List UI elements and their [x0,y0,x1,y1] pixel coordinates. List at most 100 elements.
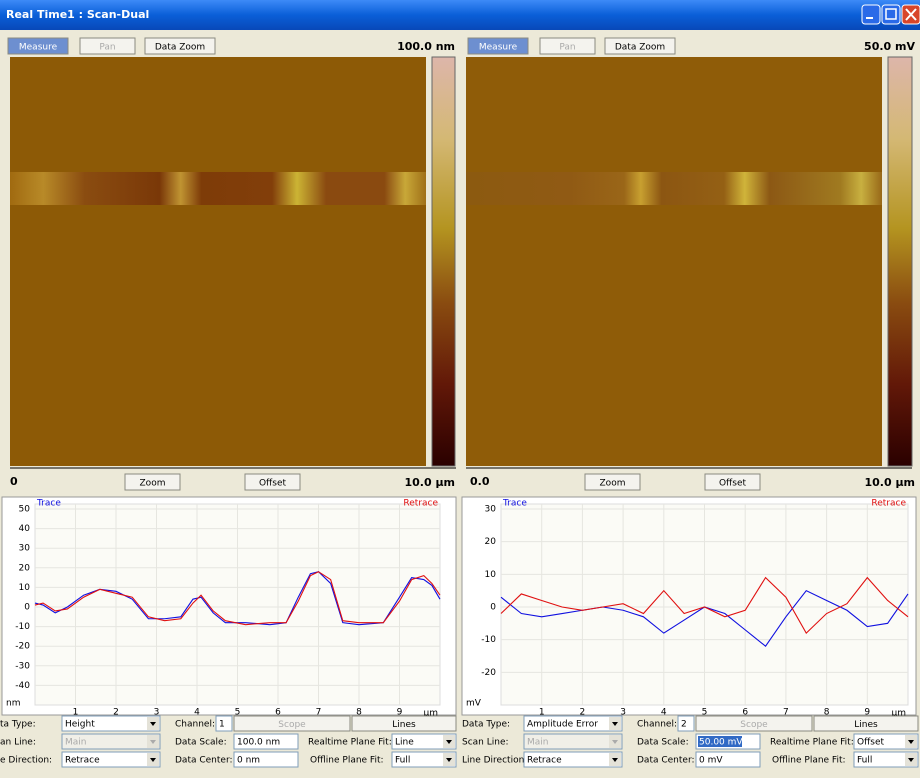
lines-button-label: Lines [854,720,878,730]
series-label: Retrace [403,499,438,509]
y-tick-label: 10 [485,570,497,580]
offset-button[interactable] [244,473,301,491]
data-zoom-button-label: Data Zoom [155,43,205,53]
data-zoom-button[interactable] [604,37,676,55]
lines-button[interactable] [813,715,919,732]
control-label: an Line: [0,738,36,748]
y-tick-label: 30 [19,544,31,554]
y-tick-label: 40 [19,524,31,534]
control-label: Offline Plane Fit: [310,756,384,766]
data-type-select-value: Amplitude Error [527,720,598,730]
y-tick-label: -30 [15,661,30,671]
data-zoom-button[interactable] [144,37,216,55]
pan-button[interactable] [79,37,136,55]
x-tick-label: 6 [742,708,748,718]
y-unit: mV [466,699,482,709]
series-label: Trace [36,499,61,509]
line-direction-select-value: Retrace [65,756,100,766]
dropdown-arrow [150,722,156,726]
zoom-button[interactable] [584,473,641,491]
offline-fit-select[interactable] [853,751,919,768]
realtime-fit-select-value: Offset [857,738,885,748]
scope-button[interactable] [233,715,351,732]
y-tick-label: 20 [485,537,497,547]
pan-button[interactable] [539,37,596,55]
x-tick-label: 2 [580,708,586,718]
control-label: Data Center: [175,756,233,766]
control-label: Data Scale: [175,738,227,748]
dropdown-arrow [446,740,452,744]
window-buttons[interactable] [861,4,920,25]
zoom-button-label: Zoom [140,479,166,489]
data-center-input-value: 0 mV [699,756,723,766]
control-label: Scan Line: [462,738,509,748]
dropdown-arrow [150,758,156,762]
x-tick-label: 7 [783,708,789,718]
measure-button-label: Measure [19,43,58,53]
measure-button[interactable] [467,37,529,55]
scan-line-select[interactable] [523,733,623,750]
y-tick-label: -40 [15,681,30,691]
selection [698,736,742,747]
data-zoom-button-label: Data Zoom [615,43,665,53]
scope-button[interactable] [695,715,813,732]
x-tick-label: 5 [235,708,241,718]
y-tick-label: -10 [481,635,496,645]
x-tick-label: 1 [73,708,79,718]
series-label: Retrace [871,499,906,509]
data-center-input[interactable] [695,751,761,768]
lines-button[interactable] [351,715,457,732]
scan-line-select-value: Main [527,738,549,748]
offset-button[interactable] [704,473,761,491]
x-unit: µm [892,709,907,719]
realtime-fit-select[interactable] [391,733,457,750]
line-direction-select[interactable] [61,751,161,768]
control-label: e Direction: [0,756,52,766]
x-tick-label: 2 [113,708,119,718]
control-label: Offline Plane Fit: [772,756,846,766]
control-label: Data Center: [637,756,695,766]
y-tick-label: 10 [19,583,31,593]
afm-image [466,57,882,466]
dropdown-arrow [612,722,618,726]
data-scale-input-value: 100.0 nm [237,738,280,748]
measure-button[interactable] [7,37,69,55]
dropdown-arrow [612,740,618,744]
control-label: Realtime Plane Fit: [770,738,854,748]
y-tick-label: 30 [485,505,497,515]
realtime-fit-select[interactable] [853,733,919,750]
profile-line [500,576,909,635]
line-direction-select[interactable] [523,751,623,768]
channel-input[interactable] [215,715,233,732]
y-tick-label: 0 [24,603,30,613]
zoom-button[interactable] [124,473,181,491]
channel-input-value: 2 [681,720,687,730]
dropdown-arrow [908,758,914,762]
x-tick-label: 3 [620,708,626,718]
scan-line-select[interactable] [61,733,161,750]
control-label: Data Scale: [637,738,689,748]
data-scale-input-value: 50.00 mV [699,738,743,748]
data-center-input[interactable] [233,751,299,768]
scan-line-select-value: Main [65,738,87,748]
image-end-label: 10.0 µm [404,476,455,489]
profile-line [34,571,441,626]
x-tick-label: 5 [702,708,708,718]
channel-input[interactable] [677,715,695,732]
data-type-select[interactable] [61,715,161,732]
offline-fit-select[interactable] [391,751,457,768]
data-scale-input[interactable] [233,733,299,750]
offset-button-label: Offset [719,479,747,489]
scope-button-label: Scope [278,720,306,730]
x-tick-label: 8 [356,708,362,718]
realtime-fit-select-value: Line [395,738,414,748]
pan-button-label: Pan [99,43,115,53]
lines-button-label: Lines [392,720,416,730]
x-tick-label: 6 [275,708,281,718]
y-tick-label: 0 [490,603,496,613]
data-type-select[interactable] [523,715,623,732]
image-start-label: 0.0 [470,475,490,488]
y-tick-label: -10 [15,622,30,632]
